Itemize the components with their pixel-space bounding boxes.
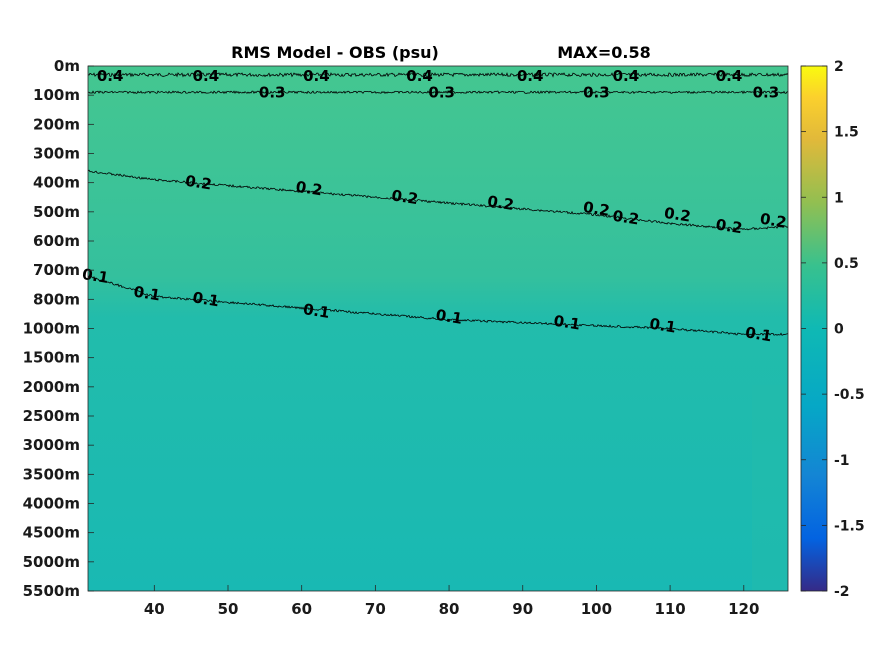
x-tick-label: 120 (728, 600, 759, 618)
y-tick-label: 5000m (23, 553, 80, 571)
contour-line (88, 90, 788, 95)
contour-label: 0.4 (303, 67, 330, 85)
contour-line (88, 275, 788, 336)
y-tick-label: 200m (33, 115, 80, 133)
contour-label: 0.2 (582, 198, 611, 220)
y-tick-label: 800m (33, 290, 80, 308)
chart-title: RMS Model - OBS (psu) (231, 43, 439, 62)
contour-label: 0.1 (552, 312, 581, 334)
y-tick-label: 100m (33, 86, 80, 104)
x-tick-label: 50 (218, 600, 239, 618)
contour-label: 0.2 (759, 210, 788, 232)
colorbar-tick-label: -1 (834, 453, 850, 469)
contour-label: 0.4 (97, 67, 124, 85)
contour-label: 0.1 (81, 265, 110, 287)
contour-label: 0.4 (517, 67, 544, 85)
y-tick-label: 600m (33, 232, 80, 250)
contour-line (88, 169, 788, 231)
y-axis: 0m 100m 200m 300m 400m 500m 600m 700m 800m 1000m 1… (23, 57, 94, 600)
x-tick-label: 70 (365, 600, 386, 618)
contour-label: 0.2 (715, 215, 744, 237)
contour-label: 0.1 (648, 315, 677, 337)
contour-label: 0.1 (435, 306, 464, 328)
y-tick-label: 2500m (23, 407, 80, 425)
y-tick-label: 0m (54, 57, 80, 75)
contour-label: 0.1 (191, 288, 220, 310)
colorbar: 2 1.5 1 0.5 0 -0.5 -1 -1.5 -2 (800, 59, 865, 600)
contour-label: 0.4 (613, 67, 640, 85)
contour-labels: 0.4 0.4 0.4 0.4 0.4 0.4 0.40.3 0.3 0.3 0.30.2 0.2 0… (81, 67, 788, 345)
contour-label: 0.4 (193, 67, 220, 85)
y-tick-label: 500m (33, 203, 80, 221)
y-tick-label: 5500m (23, 582, 80, 600)
y-tick-label: 700m (33, 261, 80, 279)
contour-label: 0.2 (611, 207, 640, 229)
contour-label: 0.2 (663, 204, 692, 226)
contour-label: 0.2 (390, 186, 419, 208)
contour-label: 0.3 (259, 83, 286, 101)
colorbar-tick-label: 1 (834, 190, 844, 206)
contour-label: 0.2 (295, 178, 324, 200)
x-tick-label: 110 (654, 600, 685, 618)
y-tick-label: 1000m (23, 320, 80, 338)
contour-label: 0.3 (428, 83, 455, 101)
x-tick-label: 60 (291, 600, 312, 618)
y-tick-label: 4500m (23, 524, 80, 542)
plot-area: 0.4 0.4 0.4 0.4 0.4 0.4 0.40.3 0.3 0.3 0.30.2 0.2 0… (81, 65, 789, 592)
x-tick-label: 40 (144, 600, 165, 618)
contour-line (88, 72, 788, 78)
colorbar-tick-label: -0.5 (834, 387, 865, 403)
contour-lines (88, 72, 788, 336)
contour-label: 0.4 (406, 67, 433, 85)
x-axis: 40 50 60 70 80 90 100 110 120 (144, 585, 759, 618)
colorbar-tick-label: 1.5 (834, 125, 859, 141)
y-tick-label: 2000m (23, 378, 80, 396)
colorbar-tick-label: 0.5 (834, 256, 859, 272)
y-tick-label: 400m (33, 174, 80, 192)
y-tick-label: 4000m (23, 495, 80, 513)
y-tick-label: 3000m (23, 436, 80, 454)
colorbar-tick-label: 0 (834, 322, 844, 338)
x-tick-label: 100 (581, 600, 612, 618)
contour-label: 0.1 (744, 323, 773, 345)
x-tick-label: 80 (439, 600, 460, 618)
field-right-patch (752, 385, 788, 591)
colorbar-tick-label: 2 (834, 59, 844, 75)
contour-label: 0.2 (184, 172, 213, 194)
max-label: MAX=0.58 (557, 43, 651, 62)
contour-label: 0.3 (583, 83, 610, 101)
contour-label: 0.4 (716, 67, 743, 85)
y-tick-label: 1500m (23, 349, 80, 367)
contour-label: 0.2 (486, 192, 515, 214)
contour-label: 0.3 (753, 83, 780, 101)
colorbar-tick-label: -2 (834, 584, 850, 600)
y-tick-label: 300m (33, 145, 80, 163)
contour-label: 0.1 (132, 283, 161, 305)
x-tick-label: 90 (512, 600, 533, 618)
y-tick-label: 3500m (23, 465, 80, 483)
contour-label: 0.1 (302, 300, 331, 322)
colorbar-tick-label: -1.5 (834, 518, 865, 534)
